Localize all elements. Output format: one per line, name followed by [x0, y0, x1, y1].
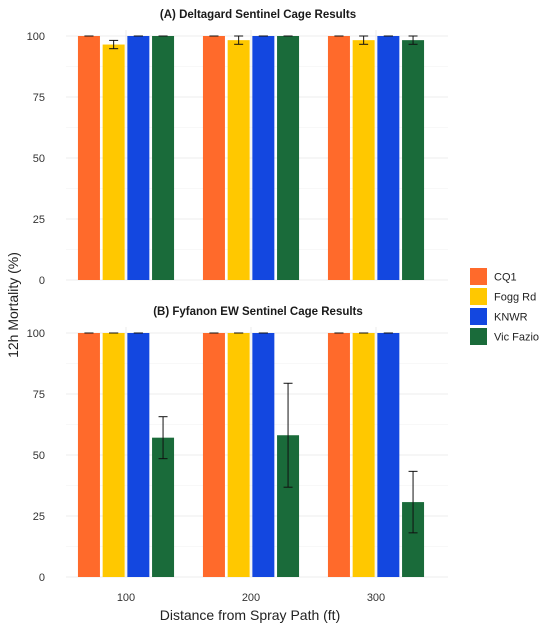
panel-a-bar-vic-fazio-100: [152, 36, 175, 280]
panel-b-bar-cq1-100: [77, 333, 100, 577]
panel-a-bar-vic-fazio-200: [277, 36, 300, 280]
panel-a-y-tick-label: 100: [27, 31, 45, 43]
panel-b: (B) Fyfanon EW Sentinel Cage Results 0 25…: [27, 306, 448, 604]
panel-a-bar-knwr-200: [252, 36, 275, 280]
panel-a-bar-knwr-100: [127, 36, 150, 280]
panel-a-y-tick-label: 25: [33, 214, 45, 226]
legend-swatch-vic-fazio: [470, 328, 487, 345]
legend-label-vic-fazio: Vic Fazio: [494, 332, 539, 344]
panel-b-bar-cq1-300: [327, 333, 350, 577]
panel-a-y-tick-label: 75: [33, 92, 45, 104]
panel-b-title: (B) Fyfanon EW Sentinel Cage Results: [153, 306, 363, 318]
y-axis-label: 12h Mortality (%): [5, 252, 21, 358]
panel-a-bar-fogg-rd-200: [227, 40, 250, 281]
panel-b-bar-knwr-200: [252, 333, 275, 577]
x-axis-label: Distance from Spray Path (ft): [160, 607, 341, 623]
legend-swatch-cq1: [470, 268, 487, 285]
panel-b-y-tick-label: 100: [27, 328, 45, 340]
panel-a-title: (A) Deltagard Sentinel Cage Results: [160, 9, 356, 21]
panel-a: (A) Deltagard Sentinel Cage Results 0 25 5…: [27, 9, 448, 287]
x-tick-label-100: 100: [117, 592, 135, 604]
legend-label-fogg-rd: Fogg Rd: [494, 292, 536, 304]
panel-a-y-tick-label: 0: [39, 275, 45, 287]
legend-swatch-knwr: [470, 308, 487, 325]
panel-b-bar-knwr-100: [127, 333, 150, 577]
legend-swatch-fogg-rd: [470, 288, 487, 305]
x-tick-label-300: 300: [367, 592, 385, 604]
panel-b-bar-cq1-200: [202, 333, 225, 577]
panel-b-bar-fogg-rd-100: [102, 333, 125, 577]
panel-a-y-tick-label: 50: [33, 153, 45, 165]
panel-a-bar-fogg-rd-300: [352, 40, 375, 281]
panel-b-bar-fogg-rd-300: [352, 333, 375, 577]
panel-a-bar-cq1-300: [327, 36, 350, 280]
panel-b-bar-knwr-300: [377, 333, 400, 577]
legend: CQ1 Fogg Rd KNWR Vic Fazio: [470, 268, 539, 345]
panel-b-bar-vic-fazio-300: [402, 502, 425, 577]
panel-b-bar-vic-fazio-100: [152, 437, 175, 577]
panel-b-y-tick-label: 25: [33, 511, 45, 523]
x-tick-label-200: 200: [242, 592, 260, 604]
panel-b-y-tick-label: 75: [33, 389, 45, 401]
legend-label-knwr: KNWR: [494, 312, 528, 324]
panel-a-bar-knwr-300: [377, 36, 400, 280]
panel-a-bar-vic-fazio-300: [402, 40, 425, 281]
panel-b-y-tick-label: 50: [33, 450, 45, 462]
panel-b-bar-fogg-rd-200: [227, 333, 250, 577]
legend-label-cq1: CQ1: [494, 272, 517, 284]
panel-b-y-tick-label: 0: [39, 572, 45, 584]
panel-a-bar-cq1-100: [77, 36, 100, 280]
panel-b-bar-vic-fazio-200: [277, 435, 300, 577]
panel-a-bar-cq1-200: [202, 36, 225, 280]
panel-a-bar-fogg-rd-100: [102, 44, 125, 280]
